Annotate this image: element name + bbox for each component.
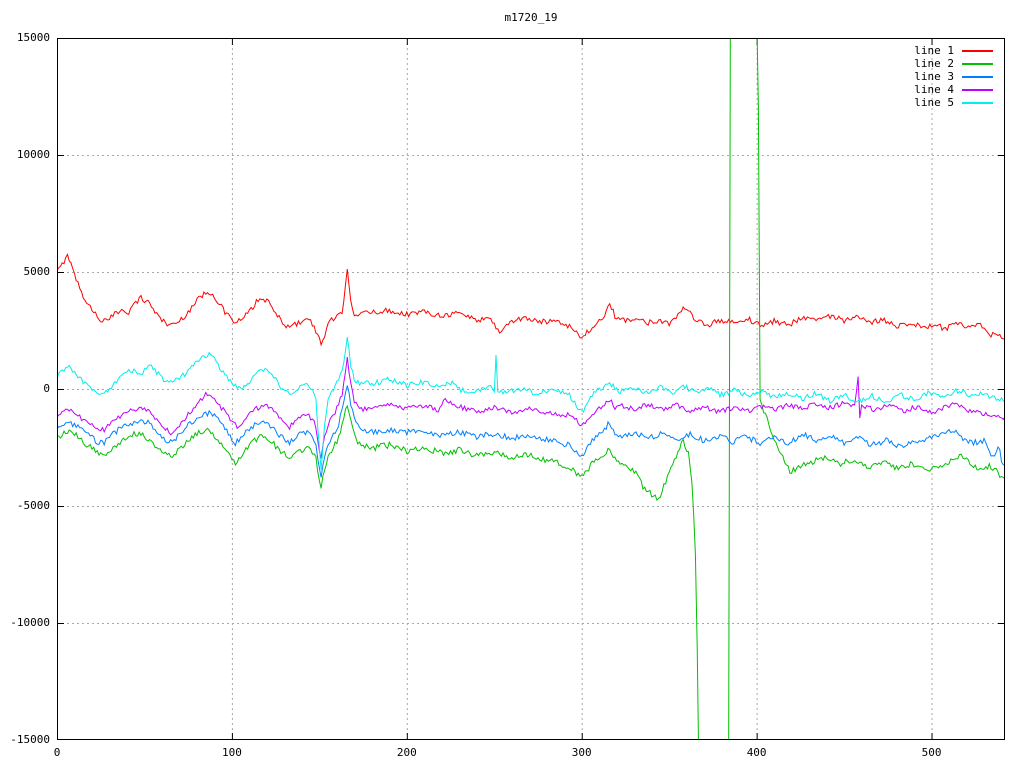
legend-item: line 2: [914, 57, 993, 70]
series-line-4: [56, 356, 1006, 459]
legend-label: line 5: [914, 96, 954, 109]
y-tick-label: 5000: [23, 265, 51, 278]
legend-line-sample: [962, 62, 993, 65]
x-tick-label: 400: [746, 746, 767, 759]
legend-line-sample: [962, 88, 993, 91]
series-line-1: [56, 253, 1006, 347]
legend: line 1 line 2 line 3 line 4 line 5: [914, 44, 993, 109]
y-tick-label: -15000: [10, 733, 50, 746]
y-tick-label: 10000: [16, 148, 50, 161]
y-tick-label: -5000: [16, 499, 50, 512]
x-tick-label: 0: [53, 746, 61, 759]
plot-area: [56, 1, 1006, 768]
legend-label: line 1: [914, 44, 954, 57]
legend-item: line 1: [914, 44, 993, 57]
legend-item: line 5: [914, 96, 993, 109]
legend-line-sample: [962, 49, 993, 52]
x-tick-label: 200: [396, 746, 417, 759]
y-tick-label: 15000: [16, 31, 50, 44]
legend-item: line 4: [914, 83, 993, 96]
legend-line-sample: [962, 101, 993, 104]
legend-label: line 2: [914, 57, 954, 70]
legend-item: line 3: [914, 70, 993, 83]
legend-label: line 3: [914, 70, 954, 83]
x-tick-label: 100: [221, 746, 242, 759]
legend-line-sample: [962, 75, 993, 78]
series-line-2: [56, 1, 1006, 768]
legend-label: line 4: [914, 83, 954, 96]
x-tick-label: 500: [921, 746, 942, 759]
y-tick-label: -10000: [10, 616, 50, 629]
series-line-3: [56, 385, 1005, 478]
plot-svg: [56, 1, 1006, 768]
x-tick-label: 300: [571, 746, 592, 759]
chart-title: m1720_19: [504, 11, 558, 24]
plot-border: [57, 38, 1005, 740]
y-tick-label: 0: [43, 382, 50, 395]
series-line-5: [56, 337, 1006, 470]
